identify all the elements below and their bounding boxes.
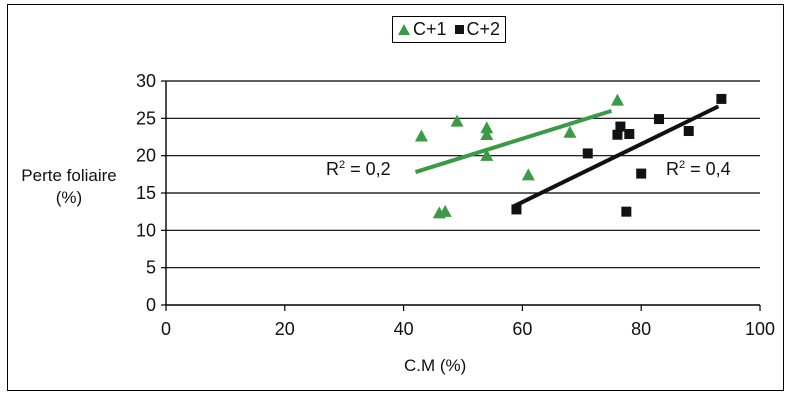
triangle-marker-icon bbox=[398, 24, 410, 35]
point-c2-9 bbox=[683, 126, 694, 137]
chart-frame bbox=[7, 4, 784, 391]
y-tick-label-30: 30 bbox=[136, 71, 156, 91]
point-c1-8 bbox=[521, 168, 535, 181]
legend-item-c1: C+1 bbox=[398, 19, 447, 40]
x-tick-label-60: 60 bbox=[512, 319, 532, 339]
trendline-2 bbox=[512, 104, 720, 209]
legend-label-c1: C+1 bbox=[413, 19, 447, 39]
point-c2-8 bbox=[654, 114, 665, 125]
point-c2-3 bbox=[612, 129, 623, 140]
x-axis-label: C.M (%) bbox=[404, 356, 467, 375]
y-tick-label-10: 10 bbox=[136, 220, 156, 240]
y-tick-label-25: 25 bbox=[136, 108, 156, 128]
point-c2-1 bbox=[511, 204, 522, 215]
x-tick-label-80: 80 bbox=[631, 319, 651, 339]
point-c1-4 bbox=[450, 114, 464, 127]
point-c1-6 bbox=[480, 128, 494, 141]
trendline-1 bbox=[414, 108, 613, 175]
point-c1-10 bbox=[610, 93, 624, 106]
x-tick-label-20: 20 bbox=[275, 319, 295, 339]
y-tick-label-20: 20 bbox=[136, 146, 156, 166]
point-c2-4 bbox=[615, 121, 626, 132]
x-tick-label-40: 40 bbox=[394, 319, 414, 339]
point-c2-2 bbox=[582, 148, 593, 159]
r2-annotation-c1: R2 = 0,2 bbox=[326, 159, 391, 179]
point-c2-10 bbox=[716, 93, 727, 104]
point-c1-9 bbox=[563, 125, 577, 138]
square-marker-icon bbox=[454, 25, 464, 34]
y-axis-label: Perte foliaire (%) bbox=[21, 166, 117, 207]
legend: C+1 C+2 bbox=[392, 16, 507, 43]
legend-label-c2: C+2 bbox=[466, 19, 501, 39]
x-tick-label-0: 0 bbox=[161, 319, 171, 339]
point-c2-7 bbox=[636, 168, 647, 179]
point-c1-1 bbox=[414, 129, 428, 142]
point-c2-5 bbox=[621, 206, 632, 217]
y-tick-label-0: 0 bbox=[146, 295, 156, 315]
point-c1-3 bbox=[438, 204, 452, 217]
x-tick-label-100: 100 bbox=[745, 319, 775, 339]
point-c2-6 bbox=[624, 129, 635, 140]
point-c1-7 bbox=[480, 148, 494, 161]
y-tick-label-5: 5 bbox=[146, 258, 156, 278]
r2-annotation-c2: R2 = 0,4 bbox=[666, 159, 731, 179]
point-c1-5 bbox=[480, 121, 494, 134]
legend-item-c2: C+2 bbox=[454, 19, 501, 40]
y-tick-label-15: 15 bbox=[136, 183, 156, 203]
